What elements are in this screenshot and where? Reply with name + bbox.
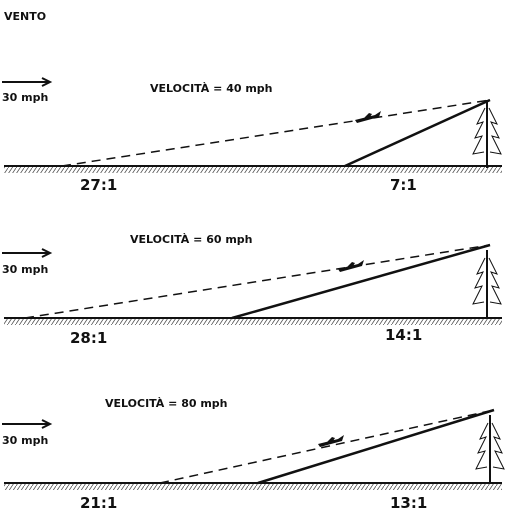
ratio: 28:1: [70, 329, 107, 347]
wind-label: 30 mph: [2, 91, 48, 104]
wind-label: 30 mph: [2, 263, 48, 276]
panel: 30 mph VELOCITÀ = 40 mph 27:1 7:1: [2, 77, 502, 194]
ratio: 7:1: [390, 176, 417, 194]
speed-label: VELOCITÀ = 60 mph: [130, 233, 253, 246]
title: VENTO: [4, 10, 46, 23]
ratio: 13:1: [390, 494, 427, 512]
ratio: 27:1: [80, 176, 117, 194]
panel: 30 mph VELOCITÀ = 80 mph 21:1 13:1: [2, 397, 505, 512]
speed-label: VELOCITÀ = 80 mph: [105, 397, 228, 410]
ratio: 14:1: [385, 326, 422, 344]
ratio: 21:1: [80, 494, 117, 512]
panel: 30 mph VELOCITÀ = 60 mph 28:1 14:1: [2, 233, 502, 347]
wind-label: 30 mph: [2, 434, 48, 447]
speed-label: VELOCITÀ = 40 mph: [150, 82, 273, 95]
